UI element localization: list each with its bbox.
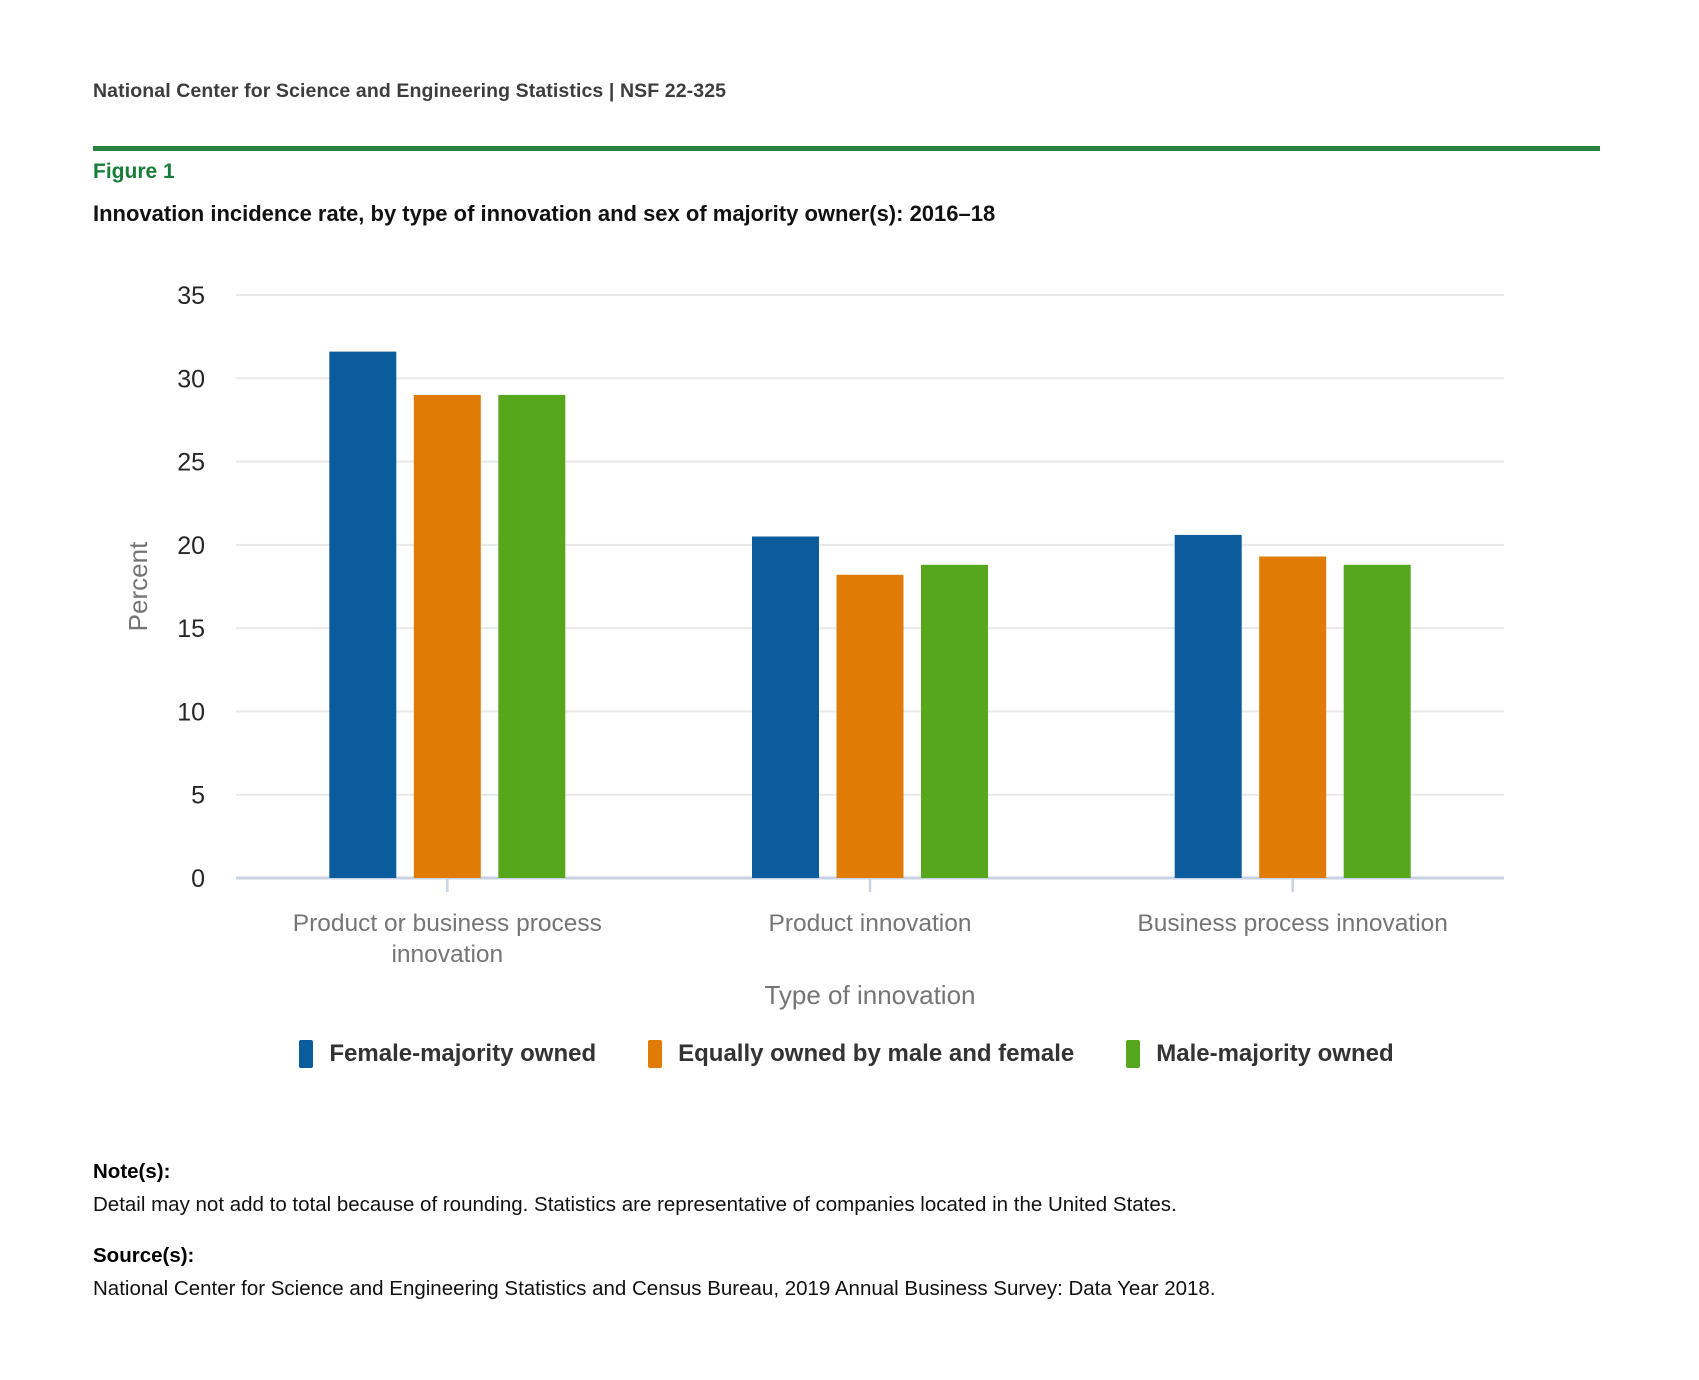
figure-number-label: Figure 1: [93, 160, 175, 183]
x-category-label-0: innovation: [391, 941, 503, 968]
legend-label: Female-majority owned: [329, 1040, 597, 1067]
chart-title: Innovation incidence rate, by type of in…: [93, 201, 996, 226]
bar-1-series-0: [752, 536, 819, 878]
notes-label: Note(s):: [93, 1160, 171, 1183]
legend-label: Equally owned by male and female: [678, 1040, 1075, 1067]
bar-2-series-2: [1343, 564, 1411, 878]
y-tick-label-25: 25: [177, 449, 205, 477]
y-tick-label-20: 20: [177, 532, 205, 560]
source-label: Source(s):: [93, 1244, 195, 1267]
bar-2-series-0: [1174, 534, 1242, 878]
legend-swatch-icon: [1126, 1040, 1141, 1068]
legend-label: Male-majority owned: [1156, 1040, 1394, 1067]
bar-chart: 0 5 10 15 20 25 30 35 Product or business proces…: [123, 282, 1504, 1010]
chart-legend: Female-majority owned Equally owned by ma…: [93, 1040, 1600, 1068]
x-category-label-0: Product or business process: [293, 910, 602, 937]
report-header: National Center for Science and Engineer…: [93, 80, 727, 102]
bar-2-series-1: [1259, 556, 1327, 878]
y-tick-label-10: 10: [177, 698, 205, 726]
x-category-label-2: Business process innovation: [1137, 910, 1448, 937]
y-tick-label-35: 35: [177, 282, 205, 310]
bar-0-series-0: [329, 351, 397, 879]
header-rule-divider: [93, 146, 1600, 151]
legend-item-1: Equally owned by male and female: [648, 1040, 1074, 1068]
legend-item-0: Female-majority owned: [299, 1040, 596, 1068]
legend-item-2: Male-majority owned: [1126, 1040, 1394, 1068]
source-text: National Center for Science and Engineer…: [93, 1277, 1216, 1300]
y-tick-label-0: 0: [191, 865, 205, 893]
legend-swatch-icon: [648, 1040, 663, 1068]
x-category-label-1: Product innovation: [769, 910, 972, 937]
x-axis-title: Type of innovation: [764, 980, 975, 1010]
y-tick-label-15: 15: [177, 615, 205, 643]
bar-0-series-1: [413, 394, 481, 878]
y-axis-title: Percent: [123, 541, 153, 631]
legend-swatch-icon: [299, 1040, 314, 1068]
y-tick-label-30: 30: [177, 365, 205, 393]
bar-1-series-1: [836, 574, 904, 878]
bar-1-series-2: [921, 564, 988, 878]
y-tick-label-5: 5: [191, 782, 205, 810]
bar-0-series-2: [498, 394, 566, 878]
notes-text: Detail may not add to total because of r…: [93, 1193, 1177, 1216]
